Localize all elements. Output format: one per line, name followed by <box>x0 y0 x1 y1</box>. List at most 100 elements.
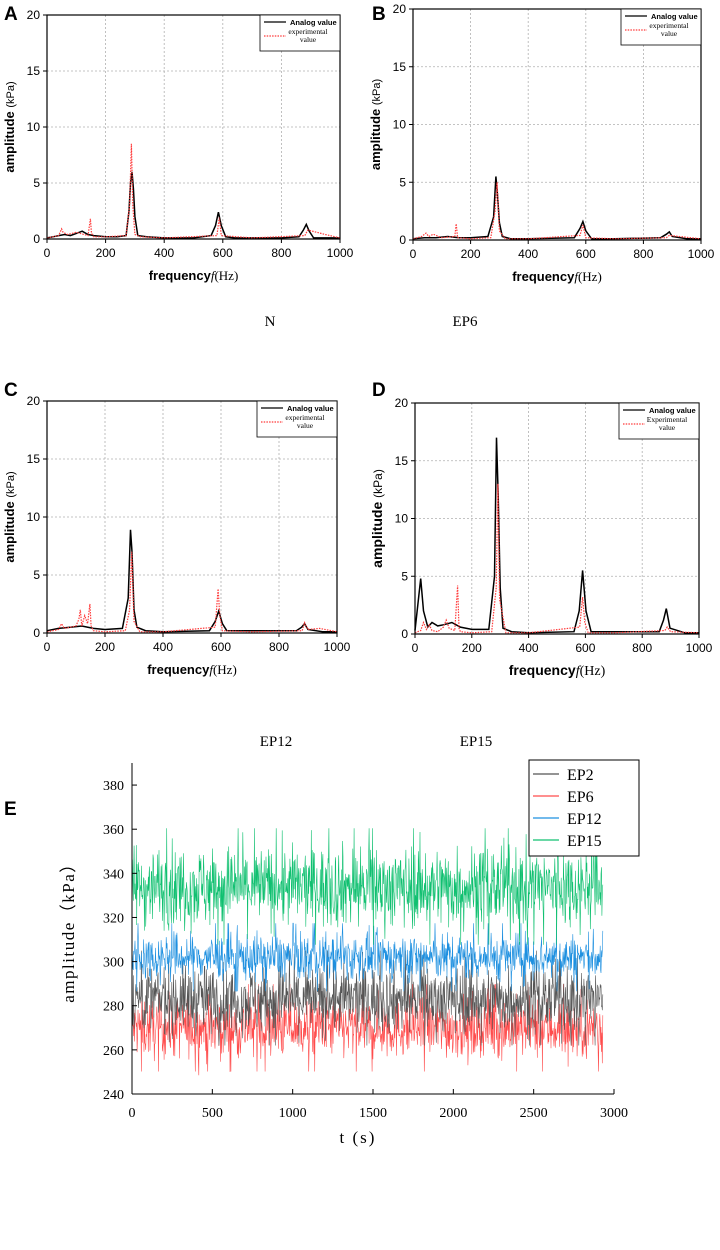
legend-label-experimental: experimental value <box>288 27 327 44</box>
x-axis-title: frequencyf(Hz) <box>149 268 239 283</box>
y-axis-title: amplitude (kPa) <box>369 469 385 568</box>
series-line-analog <box>46 529 337 633</box>
legend-label-ep15: EP15 <box>567 833 602 850</box>
legend-label-line: value <box>661 29 678 38</box>
x-axis-unit: (Hz) <box>578 269 602 284</box>
x-tick-label: 400 <box>153 640 173 654</box>
y-tick-label: 10 <box>27 510 41 524</box>
legend-box <box>259 14 341 52</box>
y-tick-label: 20 <box>27 8 41 22</box>
x-axis-title-text: frequency <box>509 662 576 678</box>
x-axis-variable: f <box>209 662 215 677</box>
chart-panel-D: D 0 200 400 600 800 1000 0 5 10 15 20 frequencyf(Hz)… <box>369 380 713 679</box>
panel-label-A: A <box>4 4 18 25</box>
y-tick-label: 20 <box>393 2 407 16</box>
x-tick-label: 0 <box>412 641 419 655</box>
legend-label-line: experimental <box>285 413 324 422</box>
legend-label-ep2: EP2 <box>567 767 594 784</box>
legend-label-line: Experimental <box>647 415 687 424</box>
chart-panel-E: E 0 500 1000 1500 2000 2500 3000 240 260 280 300 320… <box>4 759 640 1147</box>
y-axis-title: amplitude (kPa) <box>2 471 17 562</box>
x-tick-label: 800 <box>632 641 652 655</box>
panel-label-C: C <box>4 380 18 401</box>
x-tick-label: 800 <box>269 640 289 654</box>
y-axis-title-text: amplitude <box>368 105 383 170</box>
y-axis-title-text: amplitude <box>2 498 17 563</box>
legend-label-line: value <box>297 421 314 430</box>
legend-label-ep12: EP12 <box>567 811 602 828</box>
y-axis-unit: (kPa) <box>371 469 385 498</box>
x-axis-variable: f <box>211 268 217 283</box>
legend-label-line: experimental <box>649 21 688 30</box>
chart-panel-C: C 0 200 400 600 800 1000 0 5 10 15 20 frequencyf(Hz)… <box>2 380 351 677</box>
x-axis-title: frequencyf(Hz) <box>512 269 602 284</box>
x-tick-label: 400 <box>518 247 538 261</box>
x-tick-label: 600 <box>576 247 596 261</box>
y-tick-label: 380 <box>103 779 124 794</box>
y-tick-label: 360 <box>103 823 124 838</box>
x-axis-title: frequencyf(Hz) <box>147 662 237 677</box>
x-tick-label: 0 <box>129 1106 136 1121</box>
y-tick-label: 240 <box>103 1088 124 1103</box>
y-tick-label: 5 <box>401 569 408 583</box>
y-tick-label: 5 <box>33 176 40 190</box>
y-tick-label: 10 <box>27 120 41 134</box>
x-tick-label: 600 <box>575 641 595 655</box>
caption-EP15: EP15 <box>460 734 493 750</box>
legend-label-analog: Analog value <box>287 404 334 413</box>
legend-label-ep6: EP6 <box>567 789 594 806</box>
legend-label-line: value <box>659 423 676 432</box>
y-tick-label: 320 <box>103 911 124 926</box>
legend-label-experimental: experimental value <box>649 21 688 38</box>
y-axis-title: amplitude（kPa） <box>59 854 78 1002</box>
y-tick-label: 15 <box>395 454 409 468</box>
y-tick-label: 15 <box>27 452 41 466</box>
y-tick-label: 15 <box>27 64 41 78</box>
caption-N: N <box>265 314 276 330</box>
x-tick-label: 3000 <box>600 1106 628 1121</box>
x-axis-unit: (Hz) <box>214 268 238 283</box>
legend-label-experimental: Experimental value <box>647 415 687 432</box>
x-tick-label: 200 <box>96 246 116 260</box>
x-tick-label: 0 <box>44 246 51 260</box>
series-line-ep2 <box>131 950 604 1046</box>
x-axis-title-text: frequency <box>149 268 212 283</box>
caption-EP6: EP6 <box>452 314 478 330</box>
y-axis-title-text: amplitude <box>369 498 385 568</box>
legend-box <box>256 400 338 438</box>
legend-label-analog: Analog value <box>649 406 696 415</box>
y-axis-unit: (kPa) <box>371 79 383 105</box>
x-tick-label: 500 <box>202 1106 223 1121</box>
y-tick-label: 10 <box>395 512 409 526</box>
x-axis-title: frequencyf(Hz) <box>509 662 606 679</box>
y-axis-unit: (kPa) <box>5 81 17 107</box>
legend-label-line: value <box>300 35 317 44</box>
x-axis-unit: (Hz) <box>213 662 237 677</box>
x-tick-label: 1000 <box>688 247 715 261</box>
y-tick-label: 5 <box>33 568 40 582</box>
y-tick-label: 0 <box>399 233 406 247</box>
y-axis-title: amplitude (kPa) <box>368 79 383 170</box>
series-line-ep15 <box>131 828 604 945</box>
legend-box <box>618 402 700 440</box>
x-tick-label: 400 <box>154 246 174 260</box>
series-line-analog <box>412 176 701 240</box>
y-tick-label: 10 <box>393 118 407 132</box>
panel-label-B: B <box>372 4 386 25</box>
legend-label-line: experimental <box>288 27 327 36</box>
y-axis-title: amplitude (kPa) <box>2 81 17 172</box>
series-line-ep12 <box>131 922 604 992</box>
x-tick-label: 0 <box>410 247 417 261</box>
legend-label-experimental: experimental value <box>285 413 324 430</box>
series-line-experimental <box>412 182 702 240</box>
x-axis-title-text: frequency <box>147 662 210 677</box>
y-tick-label: 280 <box>103 1000 124 1015</box>
x-tick-label: 0 <box>44 640 51 654</box>
y-tick-label: 260 <box>103 1044 124 1059</box>
panel-label-D: D <box>372 380 386 401</box>
x-tick-label: 800 <box>633 247 653 261</box>
x-axis-title: t (s) <box>340 1128 377 1147</box>
y-tick-label: 300 <box>103 956 124 971</box>
x-tick-label: 200 <box>461 247 481 261</box>
